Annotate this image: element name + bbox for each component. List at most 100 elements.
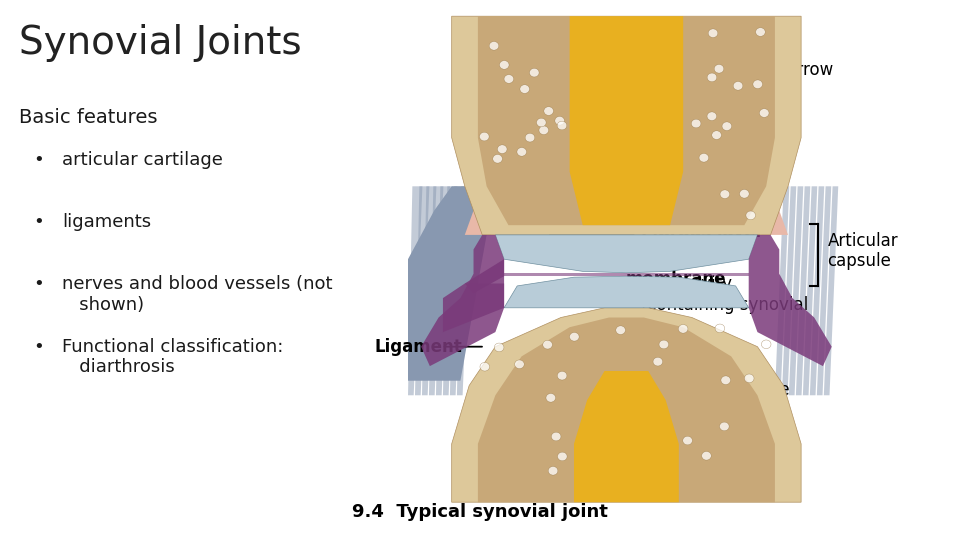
Polygon shape (781, 186, 796, 395)
Ellipse shape (558, 372, 567, 380)
Polygon shape (504, 276, 749, 308)
Ellipse shape (525, 133, 535, 142)
Polygon shape (422, 186, 437, 395)
Ellipse shape (715, 324, 725, 333)
Ellipse shape (555, 117, 564, 125)
Ellipse shape (548, 467, 558, 475)
Polygon shape (465, 259, 504, 293)
Text: 9.4  Typical synovial joint: 9.4 Typical synovial joint (352, 503, 608, 521)
Polygon shape (415, 186, 429, 395)
Ellipse shape (499, 60, 509, 69)
Polygon shape (408, 186, 422, 395)
Text: ligaments: ligaments (62, 213, 152, 231)
Ellipse shape (708, 29, 718, 37)
Ellipse shape (720, 422, 730, 431)
Ellipse shape (699, 153, 708, 162)
Polygon shape (436, 186, 450, 395)
Polygon shape (749, 16, 788, 235)
Polygon shape (451, 16, 801, 235)
Ellipse shape (542, 340, 552, 349)
Ellipse shape (722, 122, 732, 131)
Ellipse shape (708, 73, 717, 82)
Ellipse shape (494, 343, 504, 352)
Ellipse shape (479, 132, 489, 141)
Polygon shape (429, 186, 444, 395)
Ellipse shape (480, 362, 490, 371)
Polygon shape (450, 186, 465, 395)
Text: •: • (34, 151, 44, 169)
Ellipse shape (702, 451, 711, 460)
Polygon shape (803, 186, 817, 395)
Polygon shape (796, 186, 810, 395)
Polygon shape (574, 371, 679, 502)
Ellipse shape (746, 211, 756, 220)
Ellipse shape (759, 109, 769, 117)
Ellipse shape (721, 376, 731, 384)
Ellipse shape (557, 121, 566, 130)
Ellipse shape (551, 432, 561, 441)
Ellipse shape (490, 42, 499, 50)
Ellipse shape (537, 118, 546, 127)
Ellipse shape (714, 64, 724, 73)
Polygon shape (810, 186, 825, 395)
Text: Ligament: Ligament (374, 338, 462, 356)
Ellipse shape (558, 452, 567, 461)
Polygon shape (569, 16, 684, 225)
Ellipse shape (516, 147, 526, 156)
Text: •: • (34, 275, 44, 293)
Polygon shape (817, 186, 831, 395)
Polygon shape (451, 308, 801, 502)
Ellipse shape (691, 119, 701, 128)
Polygon shape (421, 235, 504, 366)
Text: Synovial
membrane: Synovial membrane (626, 249, 727, 288)
Text: Yellow bone marrow: Yellow bone marrow (667, 61, 833, 79)
Ellipse shape (679, 325, 688, 333)
Ellipse shape (683, 436, 692, 445)
Ellipse shape (744, 374, 754, 383)
Polygon shape (443, 284, 504, 332)
Ellipse shape (753, 80, 762, 89)
Text: Fibrous layer: Fibrous layer (641, 223, 764, 241)
Ellipse shape (569, 333, 579, 341)
Polygon shape (443, 186, 457, 395)
Ellipse shape (497, 145, 507, 153)
Polygon shape (495, 235, 757, 273)
Ellipse shape (515, 360, 524, 369)
Ellipse shape (546, 394, 556, 402)
Polygon shape (465, 16, 504, 235)
Polygon shape (504, 273, 749, 276)
Ellipse shape (504, 75, 514, 83)
Ellipse shape (544, 107, 554, 116)
Ellipse shape (530, 69, 540, 77)
Ellipse shape (761, 340, 771, 349)
Polygon shape (408, 186, 487, 381)
Polygon shape (824, 186, 838, 395)
Ellipse shape (708, 112, 717, 120)
Ellipse shape (739, 190, 749, 198)
Text: articular cartilage: articular cartilage (62, 151, 224, 169)
Ellipse shape (733, 82, 743, 90)
Text: •: • (34, 213, 44, 231)
Text: Joint cavity
(containing synovial
fluid): Joint cavity (containing synovial fluid) (641, 275, 808, 335)
Polygon shape (478, 16, 775, 225)
Polygon shape (749, 235, 831, 366)
Ellipse shape (720, 190, 730, 199)
Text: Functional classification:
   diarthrosis: Functional classification: diarthrosis (62, 338, 284, 376)
Ellipse shape (539, 126, 548, 134)
Ellipse shape (659, 340, 668, 349)
Ellipse shape (756, 28, 765, 36)
Polygon shape (775, 186, 789, 395)
Polygon shape (478, 318, 775, 502)
Text: Articular cartilage: Articular cartilage (641, 381, 790, 399)
Text: Articular
capsule: Articular capsule (828, 232, 899, 271)
Polygon shape (789, 186, 804, 395)
Text: nerves and blood vessels (not
   shown): nerves and blood vessels (not shown) (62, 275, 333, 314)
Text: •: • (34, 338, 44, 355)
Ellipse shape (520, 85, 530, 93)
Polygon shape (457, 186, 471, 395)
Text: Basic features: Basic features (19, 108, 157, 127)
Ellipse shape (711, 131, 721, 139)
Text: Periosteum: Periosteum (706, 26, 800, 44)
Ellipse shape (492, 154, 502, 163)
Ellipse shape (615, 326, 625, 334)
